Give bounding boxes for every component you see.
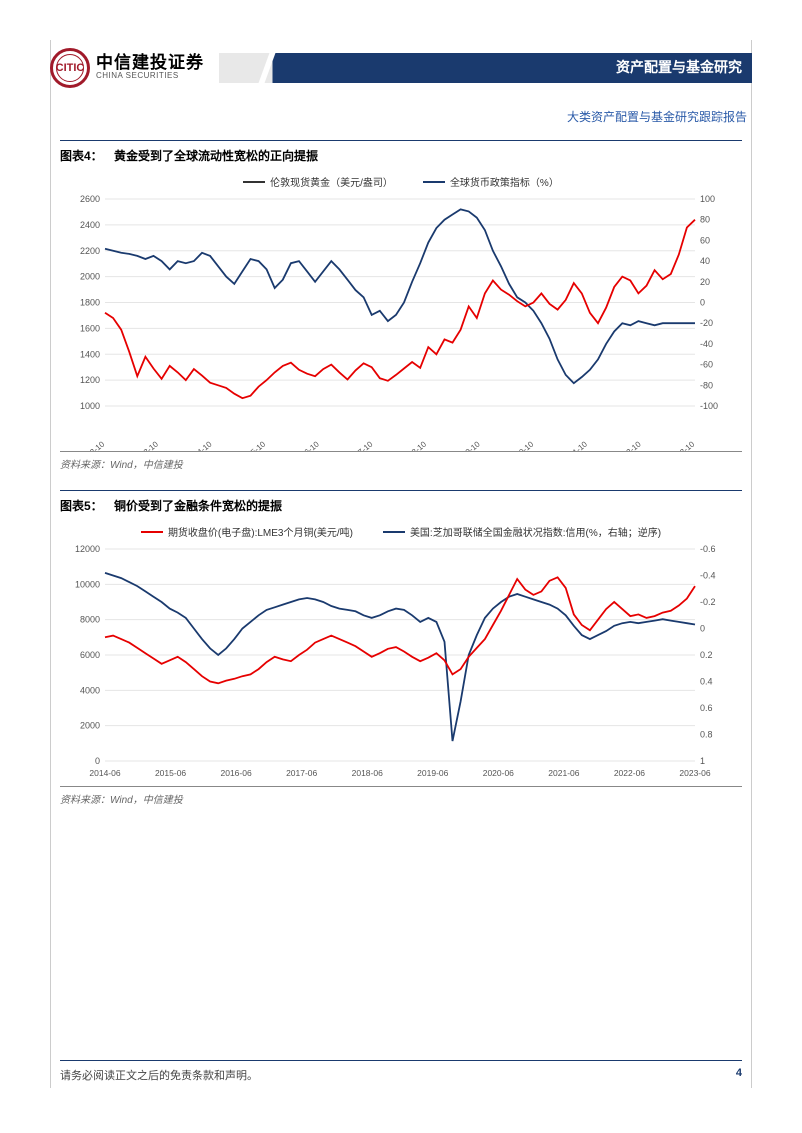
svg-text:-60: -60 — [700, 360, 713, 370]
chart5-title: 铜价受到了金融条件宽松的提振 — [114, 499, 282, 513]
svg-text:2020-06: 2020-06 — [483, 768, 514, 778]
svg-text:-0.6: -0.6 — [700, 544, 716, 554]
logo-text-cn: 中信建投证券 — [96, 54, 204, 73]
svg-text:-0.2: -0.2 — [700, 597, 716, 607]
svg-text:6000: 6000 — [80, 650, 100, 660]
svg-text:2022-10: 2022-10 — [614, 439, 643, 451]
chart4-box: 伦敦现货黄金（美元/盎司） 全球货币政策指标（%） 10001200140016… — [60, 170, 742, 451]
chart5-legend-item-copper: 期货收盘价(电子盘):LME3个月铜(美元/吨) — [141, 524, 353, 539]
svg-text:8000: 8000 — [80, 615, 100, 625]
svg-text:1: 1 — [700, 756, 705, 766]
footer-disclaimer: 请务必阅读正文之后的免责条款和声明。 — [60, 1067, 258, 1083]
svg-text:2023-10: 2023-10 — [668, 439, 697, 451]
svg-text:0.6: 0.6 — [700, 703, 713, 713]
svg-text:0: 0 — [700, 624, 705, 634]
svg-text:1800: 1800 — [80, 298, 100, 308]
svg-text:2018-10: 2018-10 — [400, 439, 429, 451]
svg-text:0.4: 0.4 — [700, 677, 713, 687]
svg-text:2020-10: 2020-10 — [507, 439, 536, 451]
chart4-svg: 100012001400160018002000220024002600-100… — [60, 191, 740, 451]
chart4-legend-label-1: 全球货币政策指标（%） — [450, 174, 559, 189]
svg-text:60: 60 — [700, 235, 710, 245]
chart4-title-row: 图表4： 黄金受到了全球流动性宽松的正向提振 — [60, 140, 742, 170]
legend-swatch-navy — [383, 531, 405, 533]
page-header: CITIC 中信建投证券 CHINA SECURITIES 资产配置与基金研究 — [50, 40, 752, 95]
svg-text:2013-10: 2013-10 — [132, 439, 161, 451]
chart4-legend-item-policy: 全球货币政策指标（%） — [423, 174, 559, 189]
chart4-legend-label-0: 伦敦现货黄金（美元/盎司） — [270, 174, 393, 189]
svg-text:0.2: 0.2 — [700, 650, 713, 660]
header-bar: 资产配置与基金研究 — [219, 53, 752, 83]
svg-text:2018-06: 2018-06 — [352, 768, 383, 778]
svg-text:-80: -80 — [700, 380, 713, 390]
chart5-number: 图表5： — [60, 499, 103, 513]
legend-swatch-red — [243, 181, 265, 183]
svg-text:0: 0 — [700, 298, 705, 308]
chart5-legend-label-1: 美国:芝加哥联储全国金融状况指数:信用(%，右轴；逆序) — [410, 524, 661, 539]
svg-text:2014-10: 2014-10 — [185, 439, 214, 451]
chart4-number: 图表4： — [60, 149, 103, 163]
svg-text:-100: -100 — [700, 401, 718, 411]
svg-text:4000: 4000 — [80, 685, 100, 695]
svg-text:100: 100 — [700, 194, 715, 204]
chart5-box: 期货收盘价(电子盘):LME3个月铜(美元/吨) 美国:芝加哥联储全国金融状况指… — [60, 520, 742, 786]
svg-text:40: 40 — [700, 256, 710, 266]
svg-text:10000: 10000 — [75, 579, 100, 589]
svg-text:2017-10: 2017-10 — [346, 439, 375, 451]
chart5-source: 资料来源：Wind，中信建投 — [60, 786, 742, 806]
svg-text:2019-06: 2019-06 — [417, 768, 448, 778]
svg-text:1600: 1600 — [80, 323, 100, 333]
svg-text:2014-06: 2014-06 — [89, 768, 120, 778]
chart5-section: 图表5： 铜价受到了金融条件宽松的提振 期货收盘价(电子盘):LME3个月铜(美… — [60, 490, 742, 806]
svg-text:2022-06: 2022-06 — [614, 768, 645, 778]
svg-text:2016-06: 2016-06 — [221, 768, 252, 778]
svg-text:0: 0 — [95, 756, 100, 766]
page-footer: 请务必阅读正文之后的免责条款和声明。 4 — [60, 1060, 742, 1083]
svg-text:2000: 2000 — [80, 272, 100, 282]
legend-swatch-red — [141, 531, 163, 533]
svg-text:2400: 2400 — [80, 220, 100, 230]
chart4-legend: 伦敦现货黄金（美元/盎司） 全球货币政策指标（%） — [60, 170, 742, 191]
logo-icon: CITIC — [50, 48, 90, 88]
svg-text:20: 20 — [700, 277, 710, 287]
page-number: 4 — [736, 1067, 742, 1083]
svg-text:0.8: 0.8 — [700, 730, 713, 740]
svg-text:-0.4: -0.4 — [700, 571, 716, 581]
svg-text:2017-06: 2017-06 — [286, 768, 317, 778]
svg-text:2019-10: 2019-10 — [453, 439, 482, 451]
svg-text:2023-06: 2023-06 — [679, 768, 710, 778]
svg-text:2000: 2000 — [80, 721, 100, 731]
chart4-legend-item-gold: 伦敦现货黄金（美元/盎司） — [243, 174, 393, 189]
svg-text:2021-06: 2021-06 — [548, 768, 579, 778]
logo-text-en: CHINA SECURITIES — [96, 72, 204, 81]
chart5-legend-item-nfci: 美国:芝加哥联储全国金融状况指数:信用(%，右轴；逆序) — [383, 524, 661, 539]
svg-text:2200: 2200 — [80, 246, 100, 256]
chart5-title-row: 图表5： 铜价受到了金融条件宽松的提振 — [60, 490, 742, 520]
svg-text:2016-10: 2016-10 — [293, 439, 322, 451]
svg-text:12000: 12000 — [75, 544, 100, 554]
svg-text:2600: 2600 — [80, 194, 100, 204]
subheader-text: 大类资产配置与基金研究跟踪报告 — [567, 108, 747, 125]
legend-swatch-navy — [423, 181, 445, 183]
chart5-legend-label-0: 期货收盘价(电子盘):LME3个月铜(美元/吨) — [168, 524, 353, 539]
header-title: 资产配置与基金研究 — [616, 57, 742, 77]
svg-text:1000: 1000 — [80, 401, 100, 411]
svg-text:1200: 1200 — [80, 375, 100, 385]
svg-text:2015-10: 2015-10 — [239, 439, 268, 451]
chart5-legend: 期货收盘价(电子盘):LME3个月铜(美元/吨) 美国:芝加哥联储全国金融状况指… — [60, 520, 742, 541]
chart4-section: 图表4： 黄金受到了全球流动性宽松的正向提振 伦敦现货黄金（美元/盎司） 全球货… — [60, 140, 742, 471]
chart4-source: 资料来源：Wind，中信建投 — [60, 451, 742, 471]
svg-text:2012-10: 2012-10 — [78, 439, 107, 451]
chart4-title: 黄金受到了全球流动性宽松的正向提振 — [114, 149, 318, 163]
svg-text:1400: 1400 — [80, 349, 100, 359]
svg-text:80: 80 — [700, 215, 710, 225]
chart5-svg: 0 2000 4000 6000 8000 10000 12000 -0.6 -0.4 -0.2 0… — [60, 541, 740, 786]
svg-text:2015-06: 2015-06 — [155, 768, 186, 778]
svg-text:-20: -20 — [700, 318, 713, 328]
company-logo: CITIC 中信建投证券 CHINA SECURITIES — [50, 48, 204, 88]
svg-text:-40: -40 — [700, 339, 713, 349]
svg-text:2021-10: 2021-10 — [561, 439, 590, 451]
